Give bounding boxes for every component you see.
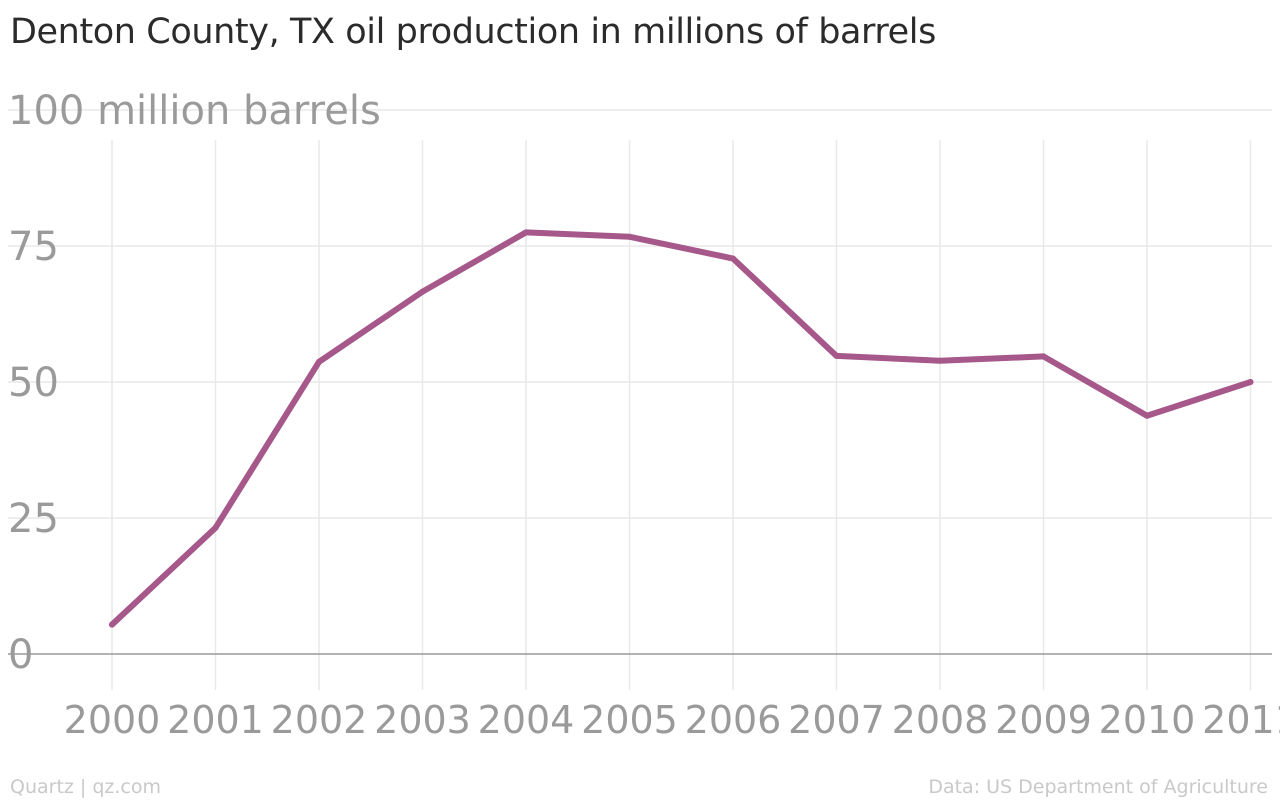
x-tick-label-2003: 2003 — [374, 698, 471, 742]
x-tick-label-2001: 2001 — [167, 698, 264, 742]
y-axis-labels: 0 25 50 75 100 million barrels — [8, 88, 381, 678]
y-tick-label-25: 25 — [8, 496, 59, 542]
x-tick-label-2007: 2007 — [788, 698, 885, 742]
x-tick-label-2002: 2002 — [271, 698, 368, 742]
data-point-2010 — [1144, 412, 1150, 419]
y-tick-label-75: 75 — [8, 224, 59, 270]
data-point-2003 — [419, 288, 426, 295]
data-point-2009 — [1040, 353, 1047, 360]
series-line-0 — [109, 229, 1254, 628]
x-tick-label-2011: 2011 — [1202, 698, 1280, 742]
data-point-2004 — [523, 229, 529, 236]
data-point-2002 — [316, 358, 322, 365]
chart-title: Denton County, TX oil production in mill… — [10, 12, 936, 52]
x-axis-labels: 2000 2001 2002 2003 2004 2005 2006 2007 2008 2009… — [64, 698, 1280, 742]
x-tick-label-2010: 2010 — [1099, 698, 1196, 742]
gridlines-horizontal — [8, 109, 1272, 519]
y-tick-label-0: 0 — [8, 632, 33, 678]
footer-data-source: Data: US Department of Agriculture — [928, 776, 1268, 798]
x-tick-label-2000: 2000 — [64, 698, 161, 742]
data-point-2008 — [937, 357, 943, 364]
series-lines — [109, 229, 1254, 628]
x-tick-label-2008: 2008 — [892, 698, 989, 742]
data-point-2000 — [109, 621, 115, 628]
data-point-2006 — [730, 255, 736, 262]
x-tick-label-2006: 2006 — [685, 698, 782, 742]
data-point-2001 — [212, 524, 219, 531]
data-point-2007 — [833, 352, 840, 359]
x-tick-label-2009: 2009 — [995, 698, 1092, 742]
x-tick-label-2005: 2005 — [581, 698, 678, 742]
x-tick-label-2004: 2004 — [478, 698, 575, 742]
data-point-2011 — [1247, 379, 1254, 385]
footer-source-brand: Quartz | qz.com — [10, 776, 162, 798]
data-point-2005 — [626, 233, 633, 240]
y-tick-label-50: 50 — [8, 360, 59, 406]
y-tick-label-100: 100 million barrels — [8, 88, 381, 134]
